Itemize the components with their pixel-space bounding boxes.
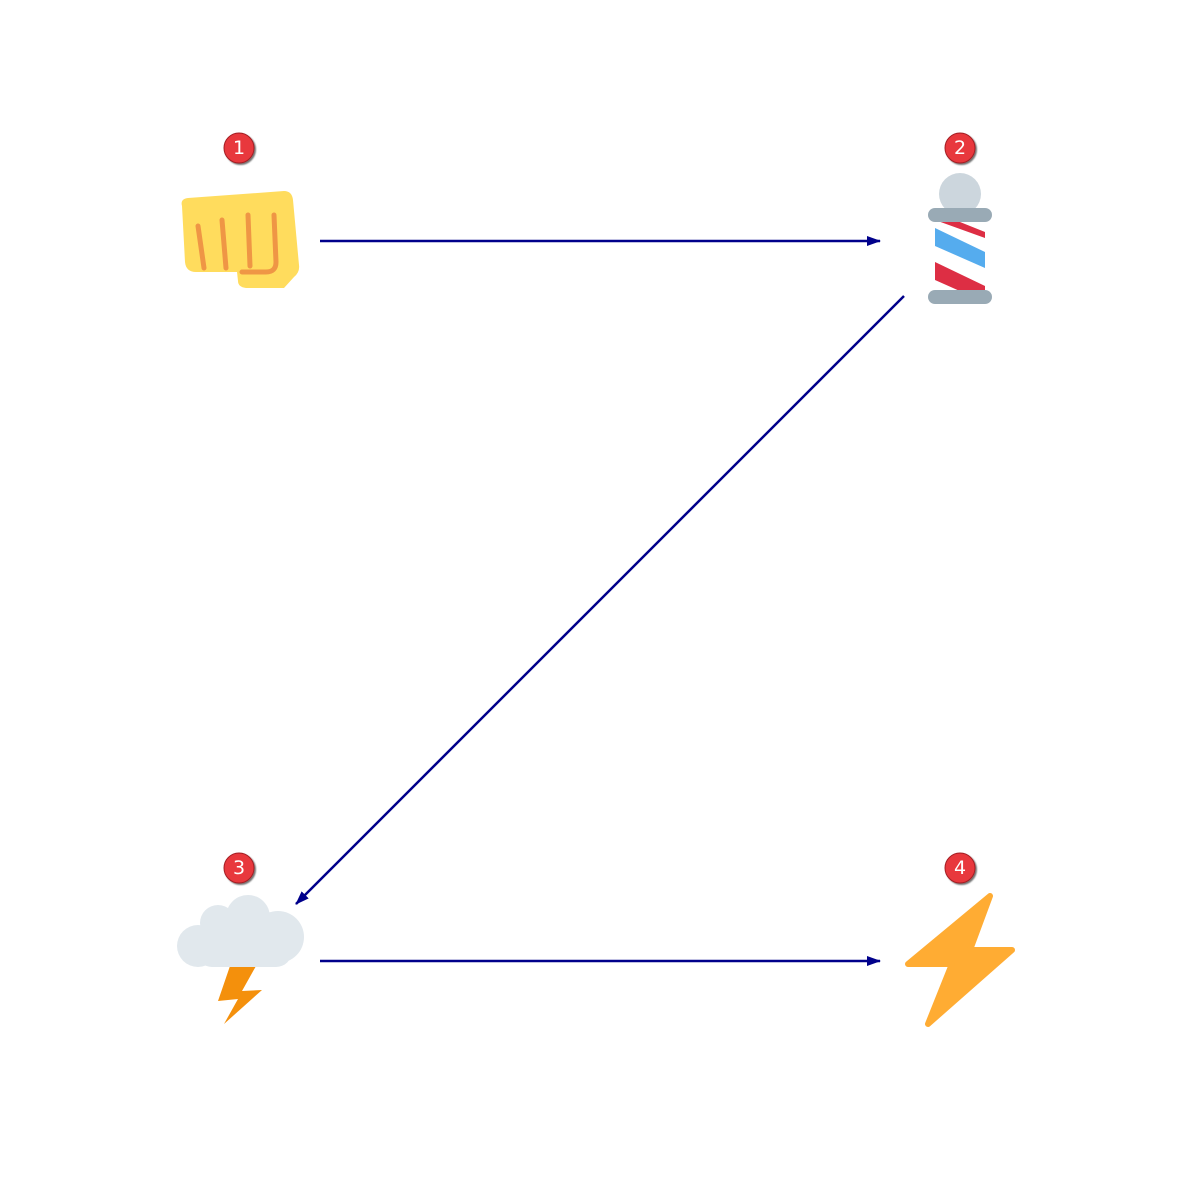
oncoming-fist-icon: [181, 191, 300, 288]
node-badge-label: 3: [233, 857, 245, 879]
node-badge: [944, 132, 976, 164]
cloud-with-lightning-icon: [177, 895, 304, 1024]
node-badge-label: 4: [954, 857, 966, 879]
node-2: 2: [928, 132, 992, 304]
high-voltage-icon: [905, 893, 1015, 1027]
node-3: 3: [177, 852, 304, 1024]
node-badge: [223, 852, 255, 884]
edge-2-to-3: [295, 295, 905, 905]
node-badge-label: 2: [954, 137, 966, 159]
barber-pole-icon: [928, 173, 992, 304]
node-badge: [223, 132, 255, 164]
node-1: 1: [181, 132, 300, 288]
node-4: 4: [905, 852, 1015, 1027]
edges: [295, 236, 905, 966]
node-badge-label: 1: [233, 137, 245, 159]
node-badge: [944, 852, 976, 884]
